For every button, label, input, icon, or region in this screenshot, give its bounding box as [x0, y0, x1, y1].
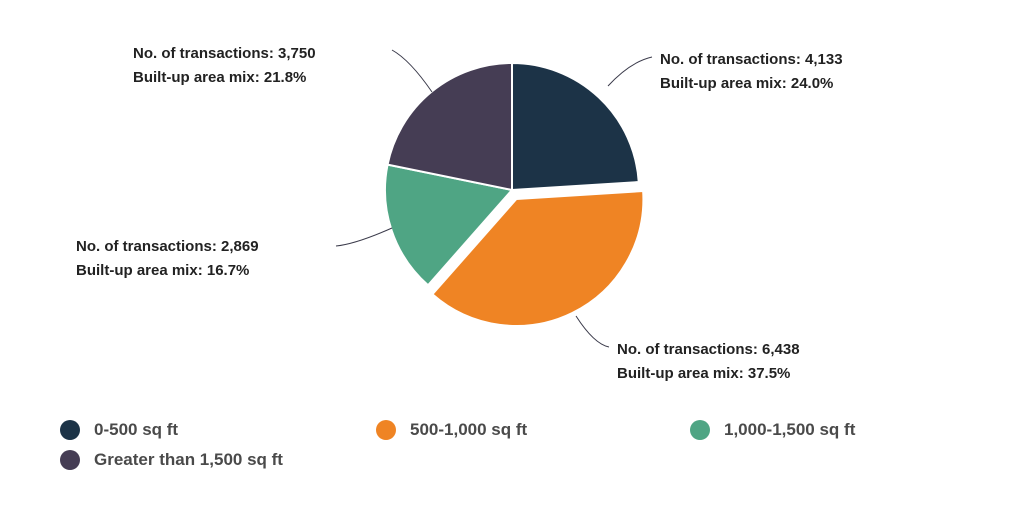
- legend-dot-icon: [60, 420, 80, 440]
- legend-dot-icon: [60, 450, 80, 470]
- slice-area-mix-label: Built-up area mix: 16.7%: [76, 262, 249, 279]
- slice-area-mix-label: Built-up area mix: 21.8%: [133, 69, 306, 86]
- pie-slices: [384, 61, 645, 327]
- legend-label: 0-500 sq ft: [94, 420, 179, 439]
- slice-area-mix-label: Built-up area mix: 37.5%: [617, 365, 790, 382]
- pie-slice-500-1000[interactable]: [431, 189, 645, 327]
- legend-item-500-1000[interactable]: 500-1,000 sq ft: [376, 418, 527, 442]
- legend-item-greater-1500[interactable]: Greater than 1,500 sq ft: [60, 448, 283, 472]
- slice-transactions-label: No. of transactions: 3,750: [133, 45, 316, 62]
- legend-item-0-500[interactable]: 0-500 sq ft: [60, 418, 178, 442]
- pie-slice-0-500[interactable]: [511, 61, 640, 192]
- legend-item-1000-1500[interactable]: 1,000-1,500 sq ft: [690, 418, 855, 442]
- leader-line-greater-1500: [391, 49, 433, 93]
- slice-transactions-label: No. of transactions: 6,438: [617, 341, 800, 358]
- leader-line-1000-1500: [335, 227, 393, 247]
- leader-line-500-1000: [575, 315, 610, 348]
- slice-labels: No. of transactions: 4,133 Built-up area …: [76, 45, 843, 382]
- leader-lines: [335, 49, 653, 348]
- legend-dot-icon: [376, 420, 396, 440]
- legend-label: 500-1,000 sq ft: [410, 420, 528, 439]
- leader-line-0-500: [607, 56, 653, 87]
- pie-slice-1000-1500[interactable]: [384, 163, 514, 287]
- slice-transactions-label: No. of transactions: 2,869: [76, 238, 259, 255]
- legend-label: 1,000-1,500 sq ft: [724, 420, 856, 439]
- slice-area-mix-label: Built-up area mix: 24.0%: [660, 75, 833, 92]
- legend-dot-icon: [690, 420, 710, 440]
- legend: 0-500 sq ft 500-1,000 sq ft 1,000-1,500 …: [60, 418, 960, 478]
- legend-label: Greater than 1,500 sq ft: [94, 450, 283, 469]
- slice-transactions-label: No. of transactions: 4,133: [660, 51, 843, 68]
